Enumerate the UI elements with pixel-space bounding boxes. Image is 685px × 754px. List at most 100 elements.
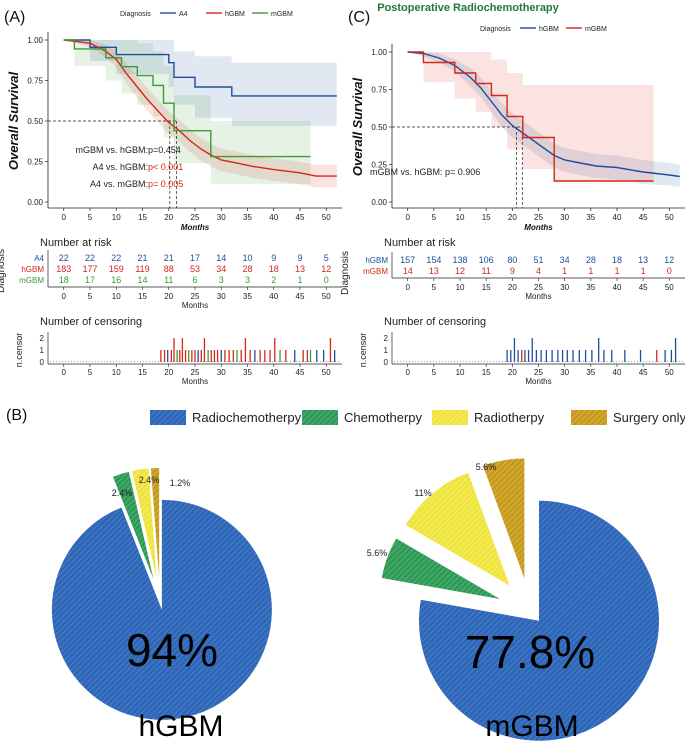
risk-value: 17 [190,253,200,263]
censor-y-tick-label: 2 [384,334,389,343]
pie-slice-label: 11% [414,488,431,498]
risk-value: 13 [429,266,439,276]
risk-value: 12 [664,255,674,265]
x-tick-label: 5 [88,213,93,222]
risk-value: 51 [533,255,543,265]
x-axis-title: Months [181,223,210,232]
x-tick-label: 15 [138,213,147,222]
risk-row-label: mGBM [363,267,388,276]
risk-value: 6 [192,275,197,285]
panel-label-c: (C) [348,9,370,26]
risk-value: 157 [400,255,415,265]
risk-value: 177 [82,264,97,274]
y-tick-label: 0.75 [27,77,43,86]
risk-x-tick-label: 30 [217,292,226,301]
risk-x-tick-label: 25 [534,283,543,292]
censor-y-tick-label: 1 [384,346,389,355]
risk-value: 11 [164,275,173,285]
y-axis-title: Overall Survival [6,71,21,170]
ci-band-hGBM [63,40,337,188]
legend-b-label: Radiotherpy [474,410,545,425]
x-tick-label: 50 [665,213,674,222]
survival-curve-mGBM [63,39,311,158]
censor-x-tick-label: 10 [456,368,465,377]
x-tick-label: 20 [508,213,517,222]
legend-label: hGBM [225,11,245,18]
stat-value: p= 0.005 [148,179,183,189]
risk-value: 34 [216,264,226,274]
risk-x-tick-label: 5 [432,283,437,292]
chart-c-title: Postoperative Radiochemotherapy [377,2,559,14]
risk-value: 14 [137,275,147,285]
risk-value: 14 [403,266,413,276]
risk-value: 3 [219,275,224,285]
risk-value: 13 [295,264,305,274]
risk-value: 2 [271,275,276,285]
stat-label: A4 vs. hGBM: [92,162,148,172]
risk-value: 138 [453,255,468,265]
pie-center-label: 94% [126,624,218,676]
censor-x-tick-label: 20 [164,368,173,377]
risk-x-tick-label: 35 [586,283,595,292]
censor-x-tick-label: 5 [432,368,437,377]
censor-x-tick-label: 25 [534,368,543,377]
risk-value: 106 [479,255,494,265]
pie-slice-surgery-only [150,468,160,579]
y-tick-label: 0.25 [371,161,387,170]
risk-value: 28 [586,255,596,265]
x-tick-label: 15 [482,213,491,222]
legend-title: Diagnosis [120,11,151,18]
risk-value: 12 [455,266,465,276]
risk-x-tick-label: 10 [456,283,465,292]
risk-value: 9 [297,253,302,263]
risk-x-tick-label: 15 [138,292,147,301]
survival-curve-hGBM [63,39,337,177]
risk-row-label: hGBM [21,265,44,274]
pie-slice-radiochemotherpy [51,499,272,720]
pie-slice-chemotherpy [381,538,500,599]
censor-y-title: n.censor [358,333,368,368]
risk-value: 21 [137,253,147,263]
risk-value: 5 [324,253,329,263]
x-tick-label: 35 [586,213,595,222]
legend-b-label: Surgery only [613,410,685,425]
risk-x-tick-label: 45 [639,283,648,292]
legend-label: A4 [179,11,188,18]
legend-label: mGBM [585,26,607,33]
x-tick-label: 5 [432,213,437,222]
y-axis-title: Overall Survival [350,77,365,176]
pie-slice-label: 2.4% [112,488,133,498]
risk-value: 4 [536,266,541,276]
censor-x-tick-label: 0 [62,368,67,377]
risk-value: 0 [667,266,672,276]
censor-x-tick-label: 30 [560,368,569,377]
risk-value: 1 [588,266,593,276]
km-chart-a: Diagnosis A4 hGBM mGBM 0.00 0.25 0.50 0.75 1.00 0… [0,11,342,386]
censor-x-tick-label: 35 [586,368,595,377]
ci-band-hGBM [407,52,680,187]
risk-value: 18 [59,275,69,285]
censor-title: Number of censoring [384,316,486,328]
risk-value: 11 [482,266,491,276]
x-tick-label: 45 [639,213,648,222]
risk-x-title: Months [525,292,551,301]
risk-value: 154 [426,255,441,265]
censor-y-title: n.censor [14,333,24,368]
censor-x-tick-label: 0 [405,368,410,377]
x-tick-label: 30 [560,213,569,222]
censor-x-tick-label: 40 [613,368,622,377]
ci-band-mGBM [63,40,311,185]
risk-x-tick-label: 20 [508,283,517,292]
risk-x-tick-label: 40 [269,292,278,301]
pie-title: hGBM [138,710,223,743]
risk-row-label: hGBM [365,256,388,265]
y-tick-label: 1.00 [371,48,387,57]
risk-value: 22 [111,253,121,263]
risk-axis-title: Diagnosis [0,249,7,293]
pie-slice-radiotherpy [405,472,510,586]
risk-value: 183 [56,264,71,274]
risk-x-tick-label: 5 [88,292,93,301]
censor-x-tick-label: 40 [269,368,278,377]
x-tick-label: 40 [613,213,622,222]
risk-x-tick-label: 50 [665,283,674,292]
